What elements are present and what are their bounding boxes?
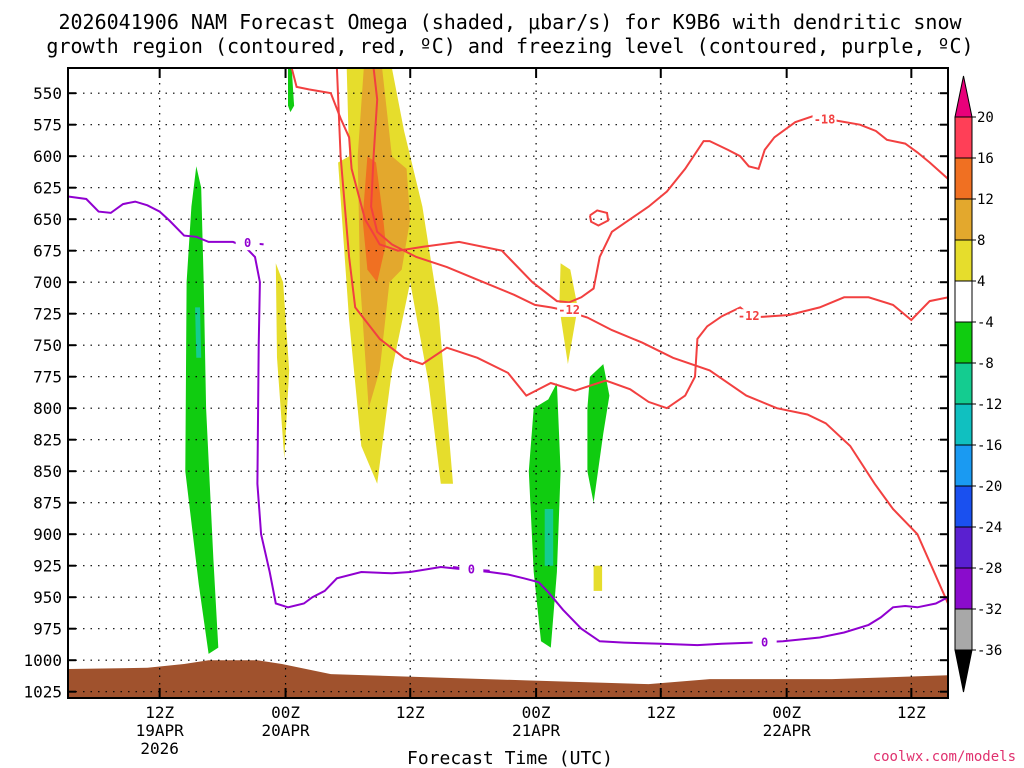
colorbar-bottom-arrow [954, 649, 973, 693]
colorbar-segment-2 [954, 198, 973, 241]
colorbar-label-1: 16 [977, 151, 994, 167]
colorbar: 20 16 12 8 4 -4 -8 -12 -16 -20 -24 -28 -32 -36 [954, 75, 1002, 693]
contour-label-snow-growth-minus12-lower: -12 [738, 309, 760, 323]
x-tick-label-3-0: 00Z [522, 703, 551, 722]
contour-snow-growth-minus18-ring [588, 209, 610, 227]
colorbar-label-8: -16 [977, 438, 1002, 454]
contour-label-bg-freezing-level-0-mid [459, 562, 484, 577]
y-tick-label-600: 600 [33, 147, 62, 166]
y-tick-label-1025: 1025 [23, 683, 62, 702]
contour-label-bg-snow-growth-minus18 [812, 112, 837, 127]
axes: 550 575 600 625 650 675 700 725 750 775 800 825 850 8… [23, 67, 949, 758]
colorbar-label-13: -36 [977, 643, 1002, 659]
y-tick-label-825: 825 [33, 431, 62, 450]
colorbar-segment-1 [954, 157, 973, 200]
y-tick-label-925: 925 [33, 557, 62, 576]
colorbar-segment-7 [954, 403, 973, 446]
colorbar-label-11: -28 [977, 561, 1002, 577]
colorbar-label-12: -32 [977, 602, 1002, 618]
y-tick-label-650: 650 [33, 210, 62, 229]
x-tick-label-3-1: 21APR [512, 721, 561, 740]
y-tick-label-1000: 1000 [23, 651, 62, 670]
plot-area: -18 -12 -12 0 0 0 [68, 68, 948, 698]
credit-text: coolwx.com/models [873, 749, 1016, 765]
contour-label-snow-growth-minus18: -18 [814, 113, 836, 127]
y-tick-label-950: 950 [33, 588, 62, 607]
y-tick-label-750: 750 [33, 336, 62, 355]
plot-content: -18 -12 -12 0 0 0 [68, 68, 948, 698]
x-tick-label-1-0: 00Z [271, 703, 300, 722]
colorbar-label-2: 12 [977, 192, 994, 208]
colorbar-segment-10 [954, 526, 973, 569]
colorbar-label-9: -20 [977, 479, 1002, 495]
y-tick-label-675: 675 [33, 242, 62, 261]
y-tick-label-975: 975 [33, 620, 62, 639]
colorbar-label-6: -8 [977, 356, 994, 372]
contour-freezing-level-0 [68, 195, 948, 647]
contour-snow-growth-minus12 [370, 68, 948, 604]
contour-label-bg-snow-growth-minus12 [557, 302, 582, 317]
omega-region-9 [528, 383, 561, 648]
y-tick-label-775: 775 [33, 368, 62, 387]
omega-region-10 [544, 509, 554, 566]
colorbar-label-10: -24 [977, 520, 1002, 536]
y-tick-label-625: 625 [33, 179, 62, 198]
contour-label-bg-snow-growth-minus12-lower [736, 309, 761, 324]
y-tick-label-700: 700 [33, 273, 62, 292]
omega-region-7 [185, 166, 219, 654]
colorbar-label-4: 4 [977, 274, 985, 290]
contour-label-freezing-level-0-mid: 0 [468, 562, 475, 576]
colorbar-segment-0 [954, 116, 973, 159]
colorbar-segment-6 [954, 362, 973, 405]
x-tick-label-2-0: 12Z [396, 703, 425, 722]
x-tick-label-1-1: 20APR [261, 721, 310, 740]
omega-region-3 [275, 263, 290, 459]
terrain-fill [68, 660, 948, 698]
chart-title-line-1: 2026041906 NAM Forecast Omega (shaded, μ… [58, 10, 962, 34]
y-tick-label-875: 875 [33, 494, 62, 513]
contour-label-freezing-level-0: 0 [761, 636, 768, 650]
colorbar-top-arrow [954, 75, 973, 118]
colorbar-segment-8 [954, 444, 973, 487]
colorbar-segment-12 [954, 608, 973, 651]
y-tick-label-575: 575 [33, 116, 62, 135]
colorbar-segment-11 [954, 567, 973, 610]
contour-label-freezing-level-0-upper: 0 [244, 236, 251, 250]
contour-label-bg-freezing-level-0-upper [235, 236, 260, 251]
colorbar-segment-3 [954, 239, 973, 282]
contour-label-bg-freezing-level-0 [752, 635, 777, 650]
contour-snow-growth-minus12-lower [335, 68, 948, 410]
colorbar-segment-4 [954, 280, 973, 323]
x-tick-label-6-0: 12Z [897, 703, 926, 722]
colorbar-label-7: -12 [977, 397, 1002, 413]
y-tick-label-725: 725 [33, 305, 62, 324]
y-tick-label-900: 900 [33, 525, 62, 544]
colorbar-label-5: -4 [977, 315, 994, 331]
colorbar-segment-9 [954, 485, 973, 528]
colorbar-segment-5 [954, 321, 973, 364]
omega-region-6 [288, 68, 295, 113]
colorbar-label-3: 8 [977, 233, 985, 249]
y-tick-label-800: 800 [33, 399, 62, 418]
omega-region-5 [593, 565, 603, 591]
x-tick-label-0-2: 2026 [140, 739, 179, 758]
contour-snow-growth-minus18 [290, 68, 948, 304]
x-tick-label-4-0: 12Z [646, 703, 675, 722]
y-tick-label-550: 550 [33, 84, 62, 103]
omega-region-11 [587, 364, 610, 503]
y-tick-label-850: 850 [33, 462, 62, 481]
plot-frame [67, 67, 949, 699]
colorbar-label-0: 20 [977, 110, 994, 126]
x-axis-title: Forecast Time (UTC) [407, 748, 613, 768]
chart-title-line-2: growth region (contoured, red, ºC) and f… [46, 34, 973, 58]
x-tick-label-0-1: 19APR [136, 721, 185, 740]
contour-label-snow-growth-minus12: -12 [558, 303, 580, 317]
x-tick-label-5-1: 22APR [763, 721, 812, 740]
x-tick-label-0-0: 12Z [145, 703, 174, 722]
x-tick-label-5-0: 00Z [772, 703, 801, 722]
